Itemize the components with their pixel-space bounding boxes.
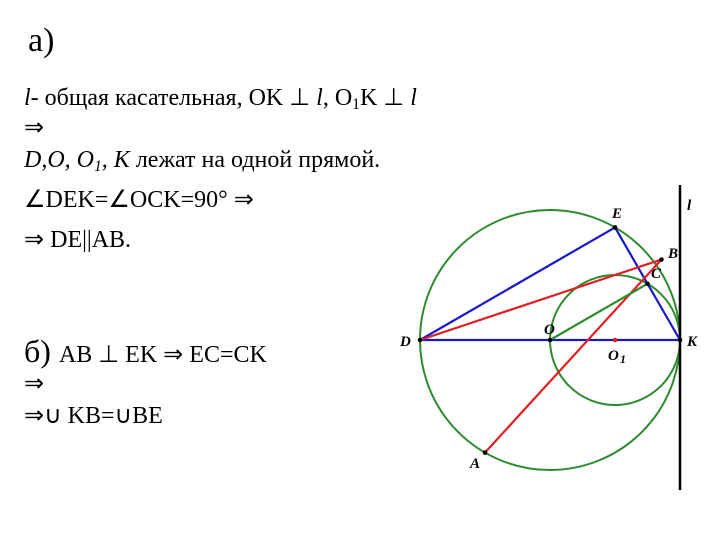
svg-text:O: O — [544, 322, 555, 338]
section-b-2: ⇒ — [24, 368, 44, 400]
page-root: а) l- общая касательная, OK ⊥ l, O1K ⊥ l… — [0, 0, 720, 540]
svg-text:l: l — [687, 198, 692, 214]
t3d: лежат на одной прямой. — [130, 147, 380, 173]
svg-text:K: K — [686, 334, 698, 350]
var-l: l — [24, 85, 31, 111]
svg-text:B: B — [667, 246, 678, 262]
svg-text:1: 1 — [620, 352, 626, 366]
section-b-title: б) — [24, 333, 59, 369]
t1d: , O — [323, 85, 352, 111]
t1f: K ⊥ — [360, 85, 410, 111]
t1b: - общая касательная, OK ⊥ — [31, 85, 316, 111]
svg-text:C: C — [651, 266, 662, 282]
proof-line-4: ⇒ DE||AB. — [24, 224, 131, 256]
svg-text:A: A — [469, 456, 480, 472]
svg-text:E: E — [611, 206, 622, 222]
b1: AB ⊥ EK ⇒ EC=CK — [59, 342, 267, 368]
t3b: 1 — [94, 158, 102, 175]
section-b-3: ⇒∪ KB=∪BE — [24, 400, 163, 432]
geometry-diagram: DKOEACBO1l — [360, 180, 710, 520]
proof-line-2: D,O, O1, K лежат на одной прямой. — [24, 144, 380, 176]
var-l-2: l — [316, 85, 323, 111]
proof-line-1: l- общая касательная, OK ⊥ l, O1K ⊥ l — [24, 82, 417, 114]
t3a: D,O, O — [24, 147, 94, 173]
proof-line-1b: ⇒ — [24, 112, 44, 144]
svg-text:O: O — [608, 348, 619, 364]
section-b: б) AB ⊥ EK ⇒ EC=CK — [24, 330, 267, 373]
var-l-3: l — [410, 85, 417, 111]
section-a-title: а) — [28, 18, 54, 64]
t1e: 1 — [352, 96, 360, 113]
svg-text:D: D — [399, 334, 411, 350]
proof-line-3: ∠DEK=∠OCK=90° ⇒ — [24, 184, 254, 216]
t3c: , K — [102, 147, 130, 173]
